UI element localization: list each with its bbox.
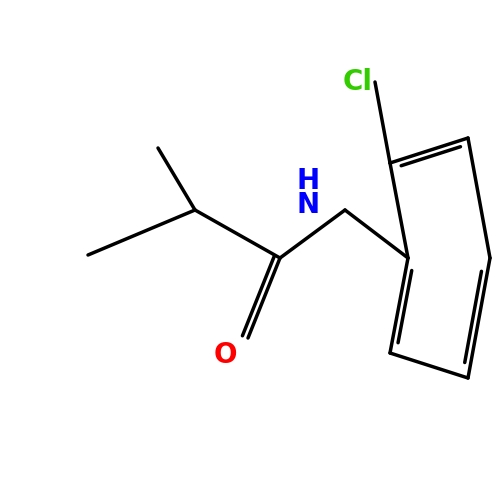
- Text: H: H: [296, 167, 320, 195]
- Text: N: N: [296, 191, 320, 219]
- Text: Cl: Cl: [343, 68, 373, 96]
- Text: O: O: [213, 341, 237, 369]
